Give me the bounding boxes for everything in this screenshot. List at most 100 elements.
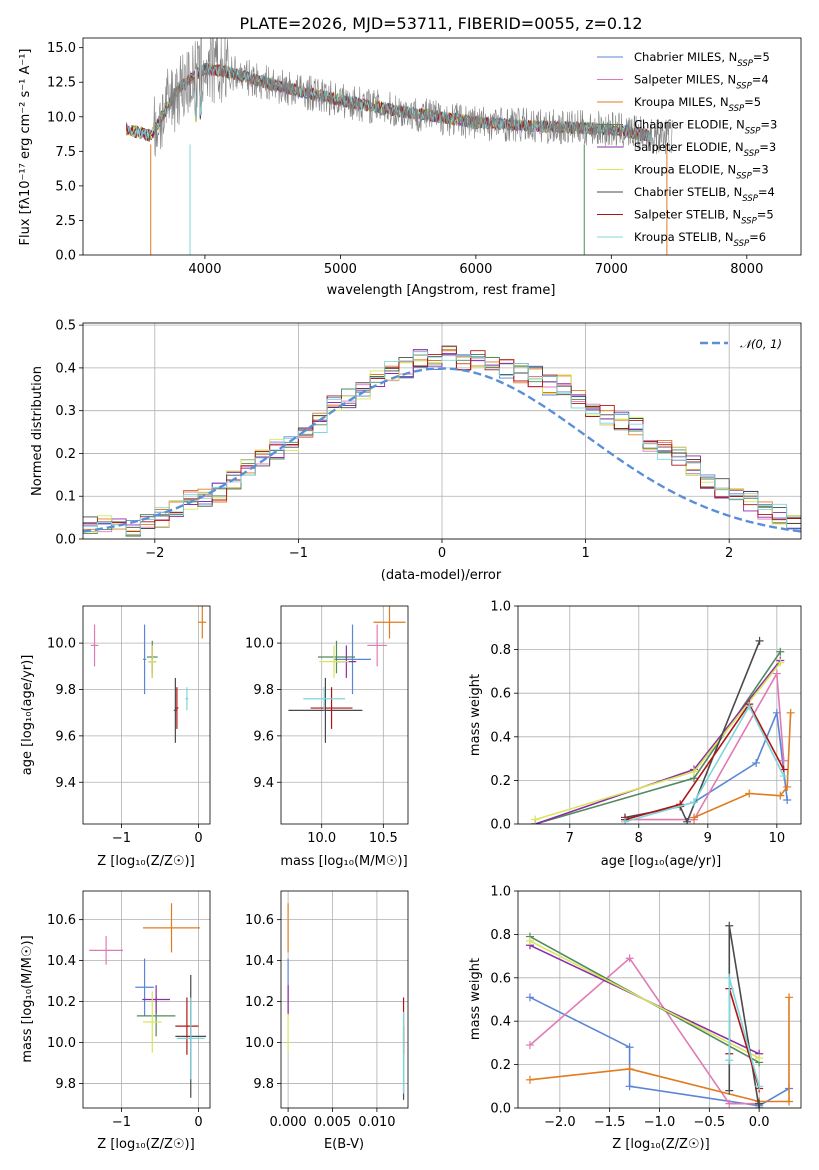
mass_vs_Z-ytick-label: 10.0	[47, 1036, 76, 1051]
mass_weight_vs_Z-line-kroupa_stelib	[728, 977, 760, 1087]
mass_weight_vs_age-line-kroupa_miles	[693, 712, 792, 819]
residuals-ytick-label: 0.1	[55, 490, 76, 505]
mass_vs_Z-ytick-label: 9.8	[55, 1077, 76, 1092]
spectrum-xtick-label: 4000	[188, 262, 221, 277]
mass_weight_vs_Z-ytick-label: 0.4	[490, 1015, 511, 1030]
spectrum-ytick-label: 10.0	[47, 110, 76, 125]
residuals-plot-area	[83, 345, 801, 537]
legend-label-salpeter_stelib: Salpeter STELIB, NSSP=5	[634, 208, 774, 227]
mass_weight_vs_age-xtick-label: 7	[566, 831, 574, 846]
mass_weight_vs_age-ytick-label: 0.4	[490, 730, 511, 745]
spectrum-ytick-label: 2.5	[55, 214, 76, 229]
mw-age-ylabel: mass weight	[468, 674, 483, 756]
mass_weight_vs_Z-marker-kroupa_miles	[785, 1097, 794, 1106]
age_vs_mass-xtick-label: 10.0	[307, 831, 336, 846]
mass_weight_vs_age-xtick-label: 9	[704, 831, 712, 846]
residuals-ytick-label: 0.4	[55, 361, 76, 376]
mass_weight_vs_Z-marker-chabrier_miles	[625, 1043, 634, 1052]
mass_weight_vs_age-plot-area	[531, 636, 795, 824]
mass_vs_ebv-ytick-label: 10.4	[245, 954, 274, 969]
age_vs_Z-xtick-label: 0	[194, 831, 202, 846]
age_vs_Z-frame	[82, 605, 211, 825]
mass_weight_vs_age-ytick-label: 0.2	[490, 774, 511, 789]
mass_weight_vs_Z-marker-salpeter_miles	[725, 1099, 734, 1108]
mass_vs_Z-axes: −1 0 9.8 10.0 10.2 10.4 10.6	[47, 891, 210, 1130]
mass_weight_vs_Z-line-salpeter_stelib	[728, 988, 760, 1089]
mass_weight_vs_age-marker-kroupa_miles	[776, 791, 785, 800]
mass_weight_vs_age-marker-kroupa_elodie	[690, 767, 699, 776]
mass_weight_vs_Z-xtick-label: −2.0	[544, 1115, 576, 1130]
mw-z-ylabel: mass weight	[468, 958, 483, 1040]
mass_weight_vs_age-marker-kroupa_miles	[745, 789, 754, 798]
mass_weight_vs_Z-xtick-label: −1.0	[644, 1115, 676, 1130]
mass_weight_vs_Z-marker-kroupa_stelib	[755, 1082, 764, 1091]
age_vs_Z-ytick-label: 10.0	[47, 637, 76, 652]
mass_weight_vs_age-marker-kroupa_stelib	[690, 798, 699, 807]
mass_weight_vs_age-marker-kroupa_stelib	[779, 772, 788, 781]
age_vs_Z-axes: −1 0 9.4 9.6 9.8 10.0	[47, 606, 210, 846]
legend-label-kroupa_elodie: Kroupa ELODIE, NSSP=3	[634, 163, 769, 182]
mass_weight_vs_age-axes: 7 8 9 10 0.0 0.2 0.4 0.6 0.8 1.0	[490, 600, 801, 846]
mass_weight_vs_age-marker-chabrier_miles	[752, 758, 761, 767]
mass_weight_vs_age-marker-chabrier_stelib	[683, 817, 692, 824]
age-z-xlabel: Z [log₁₀(Z/Z☉)]	[97, 854, 194, 869]
mass_vs_Z-xtick-label: −1	[112, 1115, 131, 1130]
mass_weight_vs_Z-marker-chabrier_miles	[625, 1082, 634, 1091]
spectrum-xtick-label: 5000	[324, 262, 357, 277]
mass_weight_vs_Z-xtick-label: −1.5	[594, 1115, 626, 1130]
mass_weight_vs_age-xtick-label: 10	[769, 831, 786, 846]
mass_vs_ebv-xtick-label: 0.010	[358, 1115, 395, 1130]
mass_weight_vs_Z-line-salpeter_miles	[529, 957, 760, 1105]
mass_weight_vs_age-ytick-label: 1.0	[490, 600, 511, 615]
mass_weight_vs_age-ytick-label: 0.0	[490, 818, 511, 833]
mass_vs_ebv-ytick-label: 10.0	[245, 1036, 274, 1051]
mass_vs_ebv-xtick-label: 0.000	[269, 1115, 306, 1130]
mass_weight_vs_Z-marker-chabrier_stelib	[755, 1099, 764, 1108]
mass_weight_vs_Z-ytick-label: 0.0	[490, 1102, 511, 1117]
spectrum-ytick-label: 0.0	[55, 249, 76, 264]
mass_vs_ebv-ytick-label: 10.6	[245, 913, 274, 928]
spectrum-xtick-label: 8000	[730, 262, 763, 277]
age_vs_Z-xtick-label: −1	[112, 831, 131, 846]
residual-hist-kroupa_stelib	[83, 351, 801, 535]
spectrum-xlabel: wavelength [Angstrom, rest frame]	[327, 283, 556, 298]
legend-label-kroupa_stelib: Kroupa STELIB, NSSP=6	[634, 230, 766, 249]
residuals-xtick-label: 2	[725, 546, 733, 561]
mass_weight_vs_age-line-salpeter_elodie	[535, 660, 781, 824]
mass_vs_ebv-ytick-label: 9.8	[253, 1077, 274, 1092]
age_vs_Z-ytick-label: 9.6	[55, 729, 76, 744]
residuals-ytick-label: 0.3	[55, 404, 76, 419]
mass_weight_vs_age-marker-kroupa_elodie	[531, 815, 540, 824]
mass_weight_vs_age-marker-kroupa_elodie	[776, 658, 785, 667]
legend-label-chabrier_stelib: Chabrier STELIB, NSSP=4	[634, 185, 775, 204]
mass_weight_vs_age-ytick-label: 0.8	[490, 643, 511, 658]
mass_weight_vs_age-marker-chabrier_miles	[783, 796, 792, 805]
residuals-xtick-label: −2	[145, 546, 164, 561]
mass_weight_vs_age-ytick-label: 0.6	[490, 687, 511, 702]
mass_weight_vs_age-marker-kroupa_miles	[690, 813, 699, 822]
mass_weight_vs_Z-xtick-label: 0.0	[749, 1115, 770, 1130]
mass-ebv-xlabel: E(B-V)	[324, 1137, 364, 1152]
mass_weight_vs_age-marker-chabrier_stelib	[755, 636, 764, 645]
residuals-ytick-label: 0.5	[55, 319, 76, 334]
mw-z-xlabel: Z [log₁₀(Z/Z☉)]	[612, 1137, 709, 1152]
mass_weight_vs_Z-marker-chabrier_stelib	[725, 1086, 734, 1095]
spectrum-ytick-label: 7.5	[55, 145, 76, 160]
age_vs_Z-ytick-label: 9.4	[55, 776, 76, 791]
spectrum-observed-line	[153, 38, 673, 157]
spectrum-axes: 4000 5000 6000 7000 8000 0.0 2.5 5.0 7.5 10.0 12.5…	[47, 41, 763, 277]
legend-label-chabrier_miles: Chabrier MILES, NSSP=5	[634, 50, 770, 69]
spectrum-title: PLATE=2026, MJD=53711, FIBERID=0055, z=0…	[239, 14, 642, 33]
mass_vs_ebv-xtick-label: 0.005	[314, 1115, 351, 1130]
mass_weight_vs_Z-marker-salpeter_miles	[625, 954, 634, 963]
mass_weight_vs_age-marker-kroupa_miles	[786, 708, 795, 717]
mw-age-xlabel: age [log₁₀(age/yr)]	[601, 854, 722, 869]
spectrum-frame	[82, 37, 802, 256]
mass_weight_vs_age-line-salpeter_stelib	[624, 702, 785, 821]
mass_weight_vs_age-frame	[517, 605, 802, 825]
mass_weight_vs_Z-marker-kroupa_elodie	[525, 936, 534, 945]
mass_weight_vs_Z-line-kroupa_elodie	[529, 940, 760, 1059]
residuals-xtick-label: 0	[438, 546, 446, 561]
residuals-ytick-label: 0.0	[55, 533, 76, 548]
